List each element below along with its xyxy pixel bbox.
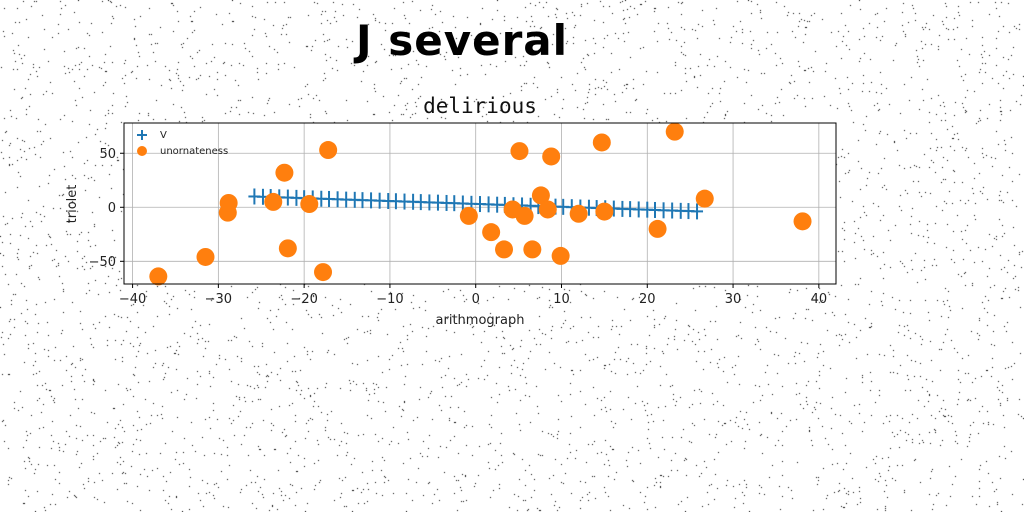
data-point-circle <box>515 206 534 225</box>
data-point-circle <box>264 192 283 211</box>
y-tick-label: 0 <box>108 201 116 216</box>
series-layer <box>149 122 812 286</box>
data-point-circle <box>314 263 333 282</box>
plot-frame <box>123 122 837 285</box>
y-tick-label: 50 <box>99 147 116 162</box>
x-tick-label: 40 <box>811 292 828 307</box>
x-tick-label: −10 <box>376 292 403 307</box>
x-tick-label: 10 <box>553 292 570 307</box>
legend: V unornateness <box>137 130 228 157</box>
data-point-circle <box>695 189 714 208</box>
legend-label-series-2: unornateness <box>160 146 228 157</box>
x-tick-label: −20 <box>290 292 317 307</box>
data-point-circle <box>149 267 168 286</box>
data-point-circle <box>648 219 667 238</box>
x-tick-label: 20 <box>639 292 656 307</box>
data-point-circle <box>495 240 514 259</box>
data-point-circle <box>300 195 319 214</box>
data-point-circle <box>793 212 812 231</box>
data-point-circle <box>510 142 529 161</box>
page-title: J several <box>356 16 569 65</box>
data-point-circle <box>219 193 238 212</box>
data-point-circle <box>592 133 611 152</box>
legend-marker-circle <box>137 146 147 156</box>
data-point-circle <box>482 223 501 242</box>
y-tick-label: −50 <box>89 255 116 270</box>
chart-title: delirious <box>423 94 537 118</box>
x-tick-label: −40 <box>119 292 146 307</box>
data-point-circle <box>523 240 542 259</box>
data-point-circle <box>278 239 297 258</box>
data-point-circle <box>538 200 557 219</box>
series-2 <box>149 122 812 286</box>
y-axis-label: triolet <box>65 185 80 224</box>
data-point-circle <box>275 163 294 182</box>
data-point-circle <box>319 141 338 160</box>
axis-ticks: −40 −30 −20 −10 0 10 20 30 40 −50 0 50 <box>89 147 828 307</box>
data-point-circle <box>595 202 614 221</box>
data-point-circle <box>551 246 570 265</box>
data-point-circle <box>569 204 588 223</box>
x-tick-label: 30 <box>725 292 742 307</box>
x-tick-label: 0 <box>472 292 480 307</box>
data-point-circle <box>665 122 684 141</box>
data-point-circle <box>542 147 561 166</box>
data-point-plus <box>691 203 704 220</box>
data-point-circle <box>459 206 478 225</box>
legend-label-series-1: V <box>160 130 167 141</box>
x-tick-label: −30 <box>205 292 232 307</box>
legend-marker-plus <box>137 130 147 140</box>
data-point-circle <box>196 247 215 266</box>
x-axis-label: arithmograph <box>436 313 525 328</box>
data-point-circle <box>531 186 550 205</box>
